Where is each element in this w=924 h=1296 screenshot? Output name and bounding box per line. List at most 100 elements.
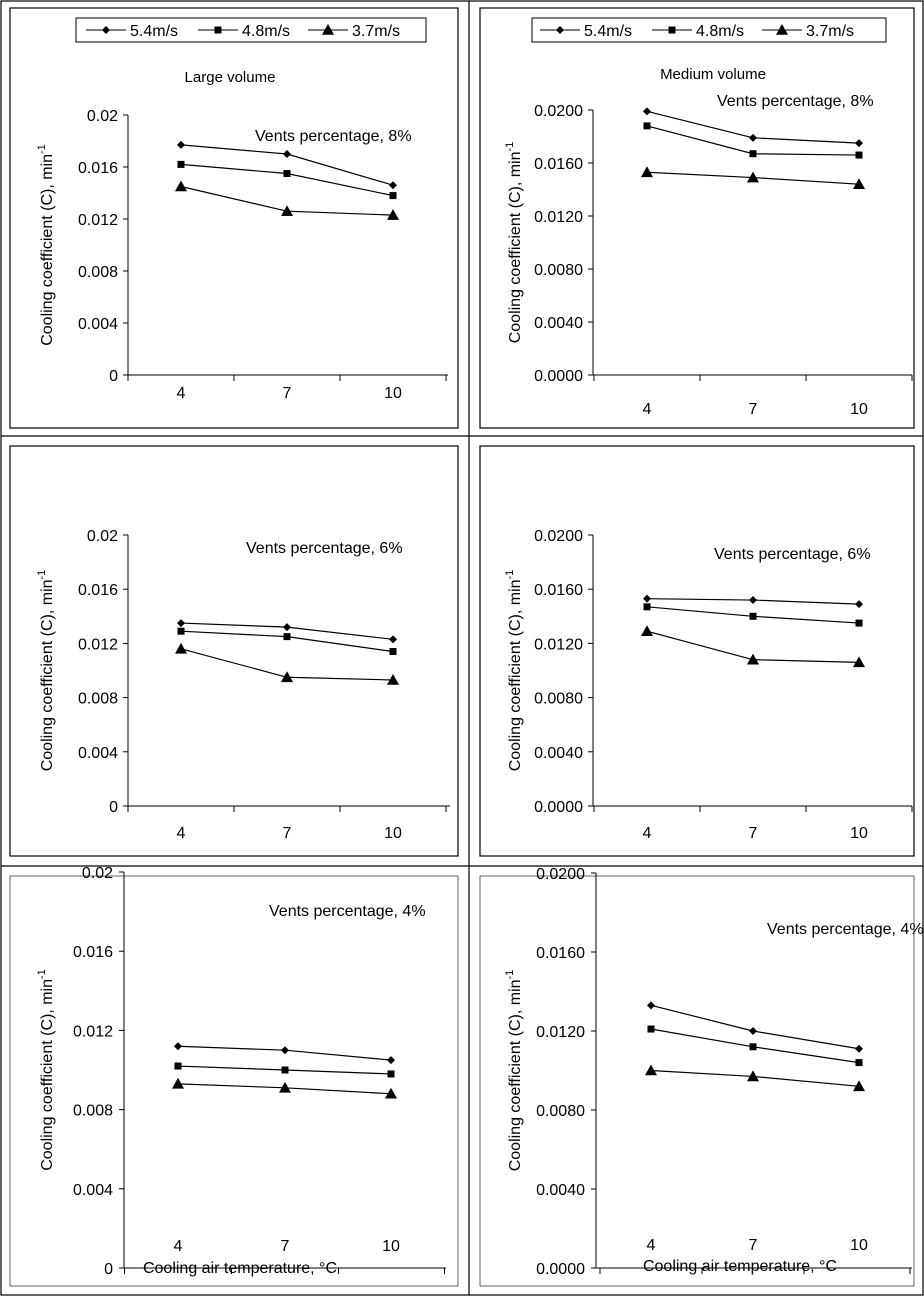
y-tick-label: 0.016	[78, 582, 118, 599]
legend: 5.4m/s 4.8m/s 3.7m/s	[531, 17, 887, 43]
data-point-square	[389, 192, 397, 200]
data-point-diamond	[855, 600, 863, 609]
series-square	[177, 160, 397, 200]
y-axis-label-superscript: -1	[504, 142, 516, 152]
chart-frame	[9, 445, 459, 857]
data-point-square	[283, 633, 291, 641]
data-point-square	[283, 170, 291, 177]
legend-marker	[776, 24, 788, 35]
x-tick-label: 10	[384, 385, 402, 402]
series-diamond	[174, 1042, 395, 1065]
data-point-square	[647, 1025, 655, 1033]
chart-panel-1: 0 0.004 0.008 0.012 0.016 0.02 4 7 10 Cooling coe…	[9, 7, 459, 429]
y-tick-label: 0.0000	[536, 1261, 585, 1278]
data-point-diamond	[643, 594, 651, 603]
data-point-diamond	[283, 623, 291, 632]
data-point-diamond	[643, 107, 651, 116]
data-point-diamond	[389, 635, 397, 644]
legend-label: 4.8m/s	[696, 23, 744, 40]
x-axis-label: Cooling air temperature, °C	[643, 1258, 837, 1275]
chart-frame	[479, 445, 915, 857]
data-point-triangle	[853, 178, 865, 189]
x-tick-label: 4	[177, 825, 186, 842]
vents-annotation: Vents percentage, 6%	[246, 540, 403, 557]
series-square	[643, 122, 863, 159]
axes	[127, 115, 448, 376]
series-triangle	[645, 1064, 865, 1092]
chart-panel-2: 0.0000 0.0040 0.0080 0.0120 0.0160 0.0200 4 7 10…	[479, 7, 915, 429]
data-point-triangle	[747, 653, 759, 665]
data-point-diamond	[177, 619, 185, 628]
series-triangle	[641, 166, 865, 189]
data-point-square	[855, 1059, 863, 1067]
data-point-triangle	[281, 671, 293, 683]
legend: 5.4m/s 4.8m/s 3.7m/s	[75, 17, 427, 43]
series-line	[180, 163, 394, 197]
axes	[592, 110, 912, 376]
y-tick-label: 0.0120	[534, 209, 583, 226]
data-point-triangle	[385, 1087, 397, 1099]
vents-annotation: Vents percentage, 4%	[767, 921, 924, 938]
data-point-triangle	[175, 642, 187, 654]
vents-annotation: Vents percentage, 8%	[255, 128, 412, 145]
y-tick-label: 0.0080	[534, 691, 583, 708]
data-point-square	[643, 603, 651, 611]
y-tick-label: 0	[109, 368, 118, 385]
y-tick-label: 0.0160	[534, 156, 583, 173]
y-tick-label: 0.0200	[536, 866, 585, 883]
data-point-diamond	[647, 1001, 655, 1010]
legend-marker	[556, 26, 564, 34]
series-square	[177, 627, 397, 656]
y-tick-label: 0	[109, 799, 118, 816]
y-axis-label: Cooling coefficient (C), min-1	[504, 970, 524, 1172]
data-point-diamond	[174, 1042, 182, 1051]
data-point-square	[177, 160, 185, 168]
y-tick-label: 0.02	[87, 108, 118, 125]
series-line	[650, 1004, 860, 1050]
x-tick-label: 7	[283, 385, 292, 402]
y-tick-label: 0.0080	[536, 1103, 585, 1120]
data-point-square	[749, 612, 757, 620]
y-axis-label: Cooling coefficient (C), min-1	[36, 969, 56, 1171]
data-point-diamond	[387, 1056, 395, 1065]
series-diamond	[177, 619, 397, 644]
y-tick-label: 0.0160	[534, 582, 583, 599]
y-axis-label-text: Cooling coefficient (C), min	[39, 154, 56, 346]
y-axis-label-text: Cooling coefficient (C), min	[507, 152, 524, 344]
data-point-diamond	[281, 1046, 289, 1055]
chart-frame	[9, 875, 459, 1287]
y-axis-label-text: Cooling coefficient (C), min	[507, 580, 524, 772]
y-tick-label: 0.016	[73, 944, 113, 961]
chart-panel-4: 0.0000 0.0040 0.0080 0.0120 0.0160 0.0200 4 7 10…	[479, 445, 915, 857]
series-diamond	[177, 140, 397, 190]
data-point-square	[174, 1062, 182, 1070]
x-tick-label: 10	[850, 1237, 868, 1254]
y-axis-label-superscript: -1	[504, 970, 516, 980]
y-axis-label-superscript: -1	[36, 144, 48, 154]
y-axis-label-text: Cooling coefficient (C), min	[39, 580, 56, 772]
data-point-square	[177, 627, 185, 635]
x-tick-label: 10	[382, 1238, 400, 1255]
y-axis-label: Cooling coefficient (C), min-1	[36, 570, 56, 772]
legend-item-diamond: 5.4m/s	[540, 23, 632, 40]
x-tick-label: 7	[283, 825, 292, 842]
data-point-diamond	[749, 596, 757, 605]
y-tick-label: 0.012	[73, 1023, 113, 1040]
axes	[595, 873, 912, 1269]
data-point-diamond	[283, 150, 291, 158]
series-diamond	[647, 1001, 863, 1053]
data-point-square	[855, 151, 863, 159]
legend-box	[75, 17, 427, 43]
data-point-triangle	[279, 1081, 291, 1093]
series-triangle	[172, 1077, 397, 1099]
y-axis-label: Cooling coefficient (C), min-1	[504, 142, 524, 344]
legend-marker	[668, 26, 676, 34]
x-axis-label: Cooling air temperature, °C	[143, 1260, 337, 1277]
chart-panel-3: 0 0.004 0.008 0.012 0.016 0.02 4 7 10 Cooling coe…	[9, 445, 459, 857]
y-tick-label: 0.012	[78, 212, 118, 229]
series-square	[647, 1025, 863, 1067]
legend-label: 5.4m/s	[130, 23, 178, 40]
legend-item-diamond: 5.4m/s	[86, 23, 178, 40]
